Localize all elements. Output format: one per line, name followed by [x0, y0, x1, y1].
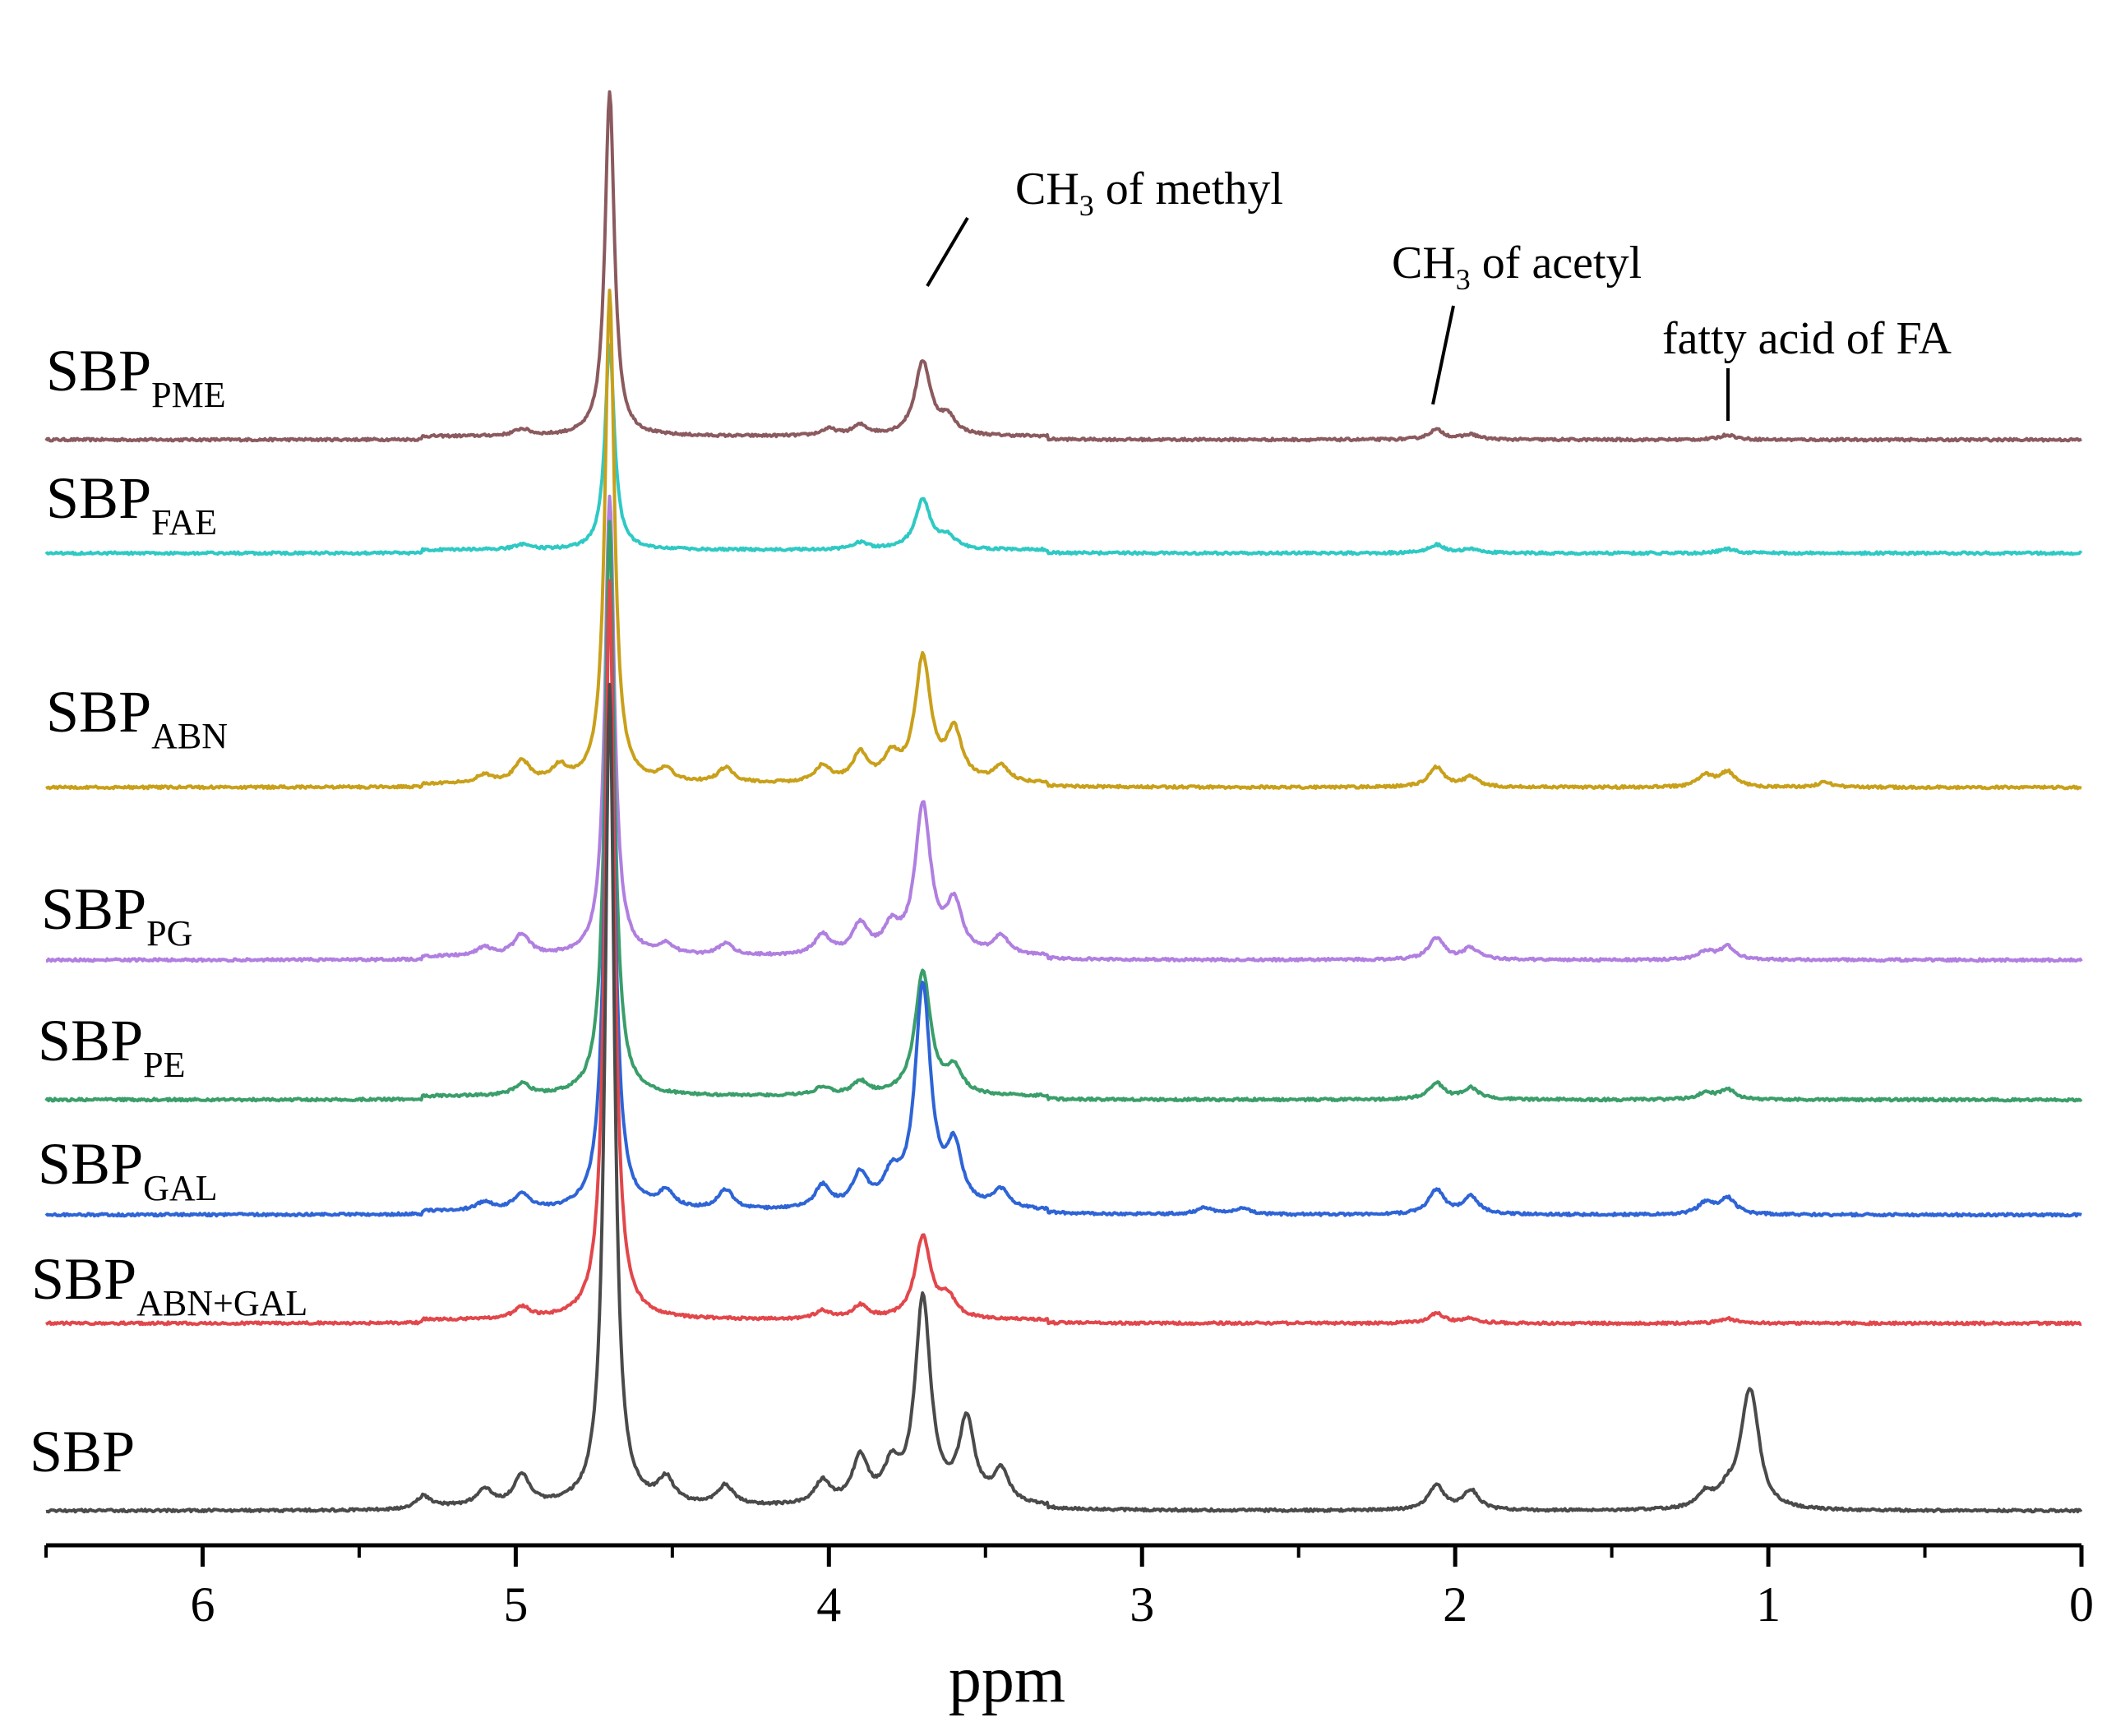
annotation-label: CH3 of methyl	[1015, 164, 1283, 222]
x-tick-label: 4	[816, 1577, 841, 1632]
series-label-sbp-fae: SBPFAE	[46, 465, 217, 542]
series-line-sbp-pme	[44, 90, 2082, 443]
series-line-sbp-fae	[44, 343, 2083, 556]
series-label-sbp-pg: SBPPG	[41, 876, 192, 953]
series-label-sbp-abn: SBPABN	[46, 679, 228, 756]
annotation-leader-line	[926, 216, 969, 288]
series-line-sbp-gal	[44, 584, 2082, 1218]
annotation-label: CH3 of acetyl	[1392, 238, 1642, 296]
series-label-sbp-abn-gal: SBPABN+GAL	[31, 1246, 307, 1323]
series-line-sbp-abn	[45, 289, 2082, 791]
spectra-layer	[44, 90, 2083, 1514]
x-tick-label: 5	[503, 1577, 528, 1632]
series-line-sbp-pe	[44, 519, 2083, 1103]
peak-annotations: CH3 of methyl CH3 of acetyl fatty acid of …	[926, 164, 1952, 421]
annotation-label: fatty acid of FA	[1662, 313, 1952, 364]
series-labels: SBPPME SBPFAE SBPABN SBPPG SBPPE SBPGAL SBPABN…	[30, 338, 307, 1484]
x-tick-label: 0	[2069, 1577, 2094, 1632]
x-tick-label: 6	[190, 1577, 215, 1632]
series-label-sbp: SBP	[30, 1419, 135, 1484]
annotation-leader-line	[1431, 305, 1455, 405]
x-tick-label: 2	[1443, 1577, 1467, 1632]
x-axis: 6 5 4 3 2 1 0	[44, 1543, 2094, 1632]
x-tick-label: 1	[1756, 1577, 1781, 1632]
series-line-sbp-abn-gal	[44, 579, 2082, 1327]
x-tick-label: 3	[1130, 1577, 1154, 1632]
series-label-sbp-pme: SBPPME	[46, 338, 226, 415]
series-line-sbp-pg	[45, 494, 2083, 963]
x-axis-title: ppm	[949, 1644, 1065, 1716]
series-line-sbp	[45, 682, 2083, 1514]
series-label-sbp-pe: SBPPE	[38, 1008, 185, 1085]
series-label-sbp-gal: SBPGAL	[38, 1131, 218, 1208]
